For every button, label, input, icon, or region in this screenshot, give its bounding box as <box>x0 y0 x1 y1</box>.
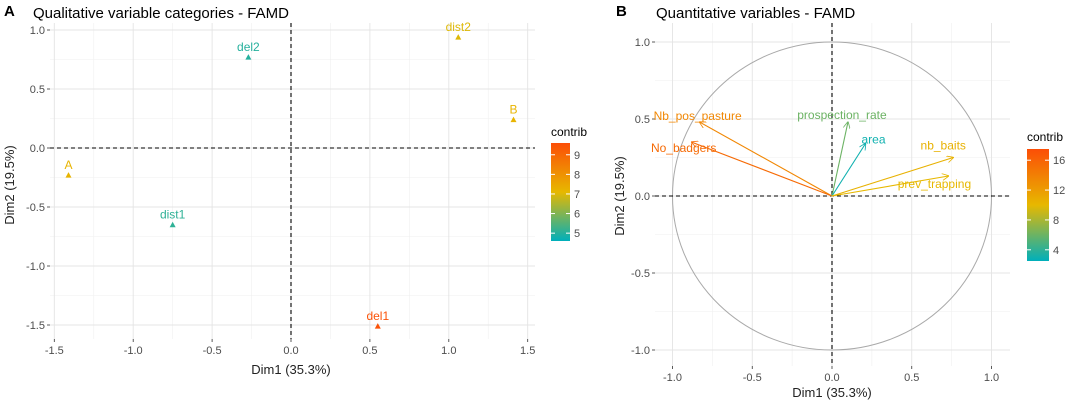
panel-a: A Qualitative variable categories - FAMD… <box>2 3 587 377</box>
panel-a-x-tick-label: 1.0 <box>441 345 456 357</box>
panel-a-point-B <box>510 116 517 123</box>
panel-a-y-tick-label: 1.0 <box>30 25 45 37</box>
panel-b-arrow-prev_trapping <box>831 176 948 197</box>
panel-b-y-tick-label: 0.5 <box>635 114 650 126</box>
panel-a-x-tick-label: -1.5 <box>45 345 64 357</box>
panel-b-x-tick-label: -0.5 <box>743 372 762 384</box>
panel-a-point-A <box>65 172 72 178</box>
panel-a-point-label-dist1: dist1 <box>160 208 186 222</box>
panel-a-point-dist2 <box>455 34 462 40</box>
panel-a-point-label-dist2: dist2 <box>446 20 472 34</box>
panel-a-legend-tick-label: 7 <box>574 189 580 201</box>
panel-b-arrows: Nb_pos_pasture No_badgers prospection_rate… <box>651 108 971 197</box>
panel-a-legend-tick-label: 5 <box>574 228 580 240</box>
panel-b-legend-tick-label: 8 <box>1053 215 1059 227</box>
panel-b-y-axis-label: Dim2 (19.5%) <box>612 156 627 235</box>
panel-b-arrow-label-No_badgers: No_badgers <box>651 141 716 155</box>
panel-a-y-axis-label: Dim2 (19.5%) <box>2 145 17 224</box>
panel-b-x-tick-label: 1.0 <box>984 372 999 384</box>
panel-a-x-tick-label: -1.0 <box>124 345 143 357</box>
panel-b-arrow-Nb_pos_pasture <box>700 122 833 197</box>
panel-a-y-tick-label: -0.5 <box>26 202 45 214</box>
panel-a-y-tick-label: -1.0 <box>26 261 45 273</box>
panel-b-arrow-area <box>831 144 865 197</box>
panel-a-point-label-del1: del1 <box>366 309 389 323</box>
panel-a-plot-background <box>50 23 535 339</box>
panel-a-y-tick-label: 0.5 <box>30 84 45 96</box>
panel-b-arrow-label-prev_trapping: prev_trapping <box>898 177 971 191</box>
panel-a-point-label-del2: del2 <box>237 40 260 54</box>
panel-a-point-label-B: B <box>509 103 517 117</box>
panel-a-x-axis-label: Dim1 (35.3%) <box>251 362 330 377</box>
panel-b-legend-colorbar <box>1027 149 1049 261</box>
panel-a-legend-tick-label: 8 <box>574 169 580 181</box>
panel-b-legend: contrib 16 12 8 4 <box>1027 130 1065 261</box>
panel-b-title: Quantitative variables - FAMD <box>656 5 855 22</box>
panel-a-axes: -1.5 -1.0 -0.5 0.0 0.5 1.0 1.5 1.0 0.5 0.0 -0.5 -1.… <box>26 23 535 357</box>
panel-a-y-tick-label: 0.0 <box>30 143 45 155</box>
panel-b-arrow-label-prospection_rate: prospection_rate <box>797 108 887 122</box>
panel-b-letter: B <box>616 3 627 20</box>
panel-a-point-del2 <box>245 54 252 60</box>
panel-a-x-tick-label: 1.5 <box>520 345 535 357</box>
panel-b-legend-tick-label: 4 <box>1053 245 1059 257</box>
panel-b-y-tick-label: 0.0 <box>635 191 650 203</box>
panel-a-point-dist1 <box>169 221 176 228</box>
panel-b-arrow-label-nb_baits: nb_baits <box>921 139 966 153</box>
panel-a-point-label-A: A <box>64 158 72 172</box>
panel-b-x-axis-label: Dim1 (35.3%) <box>792 385 871 400</box>
panel-b-y-tick-label: 1.0 <box>635 37 650 49</box>
panel-a-point-del1 <box>374 323 381 329</box>
panel-a-x-tick-label: -0.5 <box>203 345 222 357</box>
panel-b-x-tick-label: 0.5 <box>904 372 919 384</box>
panel-b: B Quantitative variables - FAMD -1.0 -0.5… <box>612 3 1065 400</box>
panel-b-arrow-prospection_rate <box>831 122 848 197</box>
panel-b-arrow-label-Nb_pos_pasture: Nb_pos_pasture <box>654 109 742 123</box>
panel-b-legend-tick-label: 12 <box>1053 185 1065 197</box>
panel-b-legend-tick-label: 16 <box>1053 155 1065 167</box>
panel-a-y-tick-label: -1.5 <box>26 320 45 332</box>
panel-b-arrow-No_badgers <box>692 142 833 197</box>
panel-a-x-tick-label: 0.0 <box>283 345 298 357</box>
panel-b-y-tick-label: -1.0 <box>631 345 650 357</box>
panel-a-legend-colorbar <box>551 143 570 241</box>
panel-a-legend-title: contrib <box>551 125 587 139</box>
panel-b-legend-title: contrib <box>1027 130 1063 144</box>
panel-b-arrow-nb_baits <box>831 158 953 197</box>
panel-a-x-tick-label: 0.5 <box>362 345 377 357</box>
panel-b-x-tick-label: -1.0 <box>663 372 682 384</box>
panel-a-legend-tick-label: 9 <box>574 150 580 162</box>
panel-a-legend: contrib 9 8 7 6 5 <box>551 125 587 241</box>
panel-a-grid <box>50 23 535 339</box>
panel-a-letter: A <box>4 3 15 20</box>
panel-a-legend-tick-label: 6 <box>574 209 580 221</box>
panel-a-title: Qualitative variable categories - FAMD <box>33 5 289 22</box>
panel-b-y-tick-label: -0.5 <box>631 268 650 280</box>
panel-b-arrow-label-area: area <box>861 133 885 147</box>
panel-b-x-tick-label: 0.0 <box>824 372 839 384</box>
